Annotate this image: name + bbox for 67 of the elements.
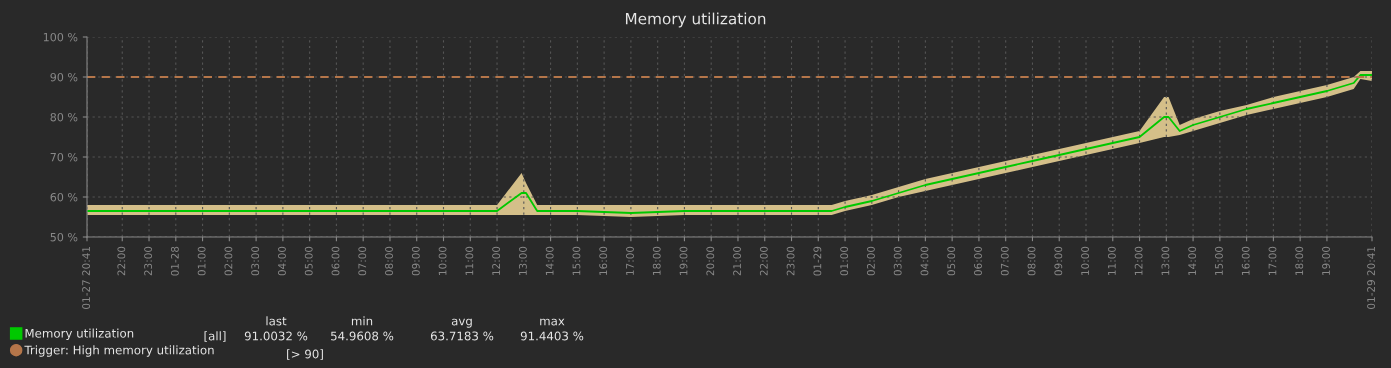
x-tick-label: 06:00 bbox=[331, 246, 340, 276]
x-tick-label: 01:00 bbox=[840, 246, 849, 276]
x-tick-label: 02:00 bbox=[224, 246, 233, 276]
x-tick-label: 13:00 bbox=[518, 246, 527, 275]
x-tick-label: 21:00 bbox=[733, 246, 741, 276]
text: avg bbox=[451, 318, 472, 328]
x-tick-label: 08:00 bbox=[1027, 246, 1036, 276]
text: 91.0032 % bbox=[244, 331, 308, 341]
x-tick-label: 01-29 20:41 bbox=[1367, 246, 1376, 309]
x-tick-label: 13:00 bbox=[1161, 246, 1170, 275]
text: min bbox=[351, 316, 373, 326]
x-tick-label: 04:00 bbox=[278, 246, 286, 276]
x-tick-label: 01:00 bbox=[197, 246, 206, 276]
text: 91.4403 % bbox=[520, 331, 584, 341]
x-tick-label: 23:00 bbox=[144, 246, 153, 276]
x-tick-label: 09:00 bbox=[1054, 246, 1063, 276]
x-tick-label: 16:00 bbox=[1241, 246, 1250, 275]
x-tick-label: 09:00 bbox=[411, 246, 420, 276]
x-tick-label: 06:00 bbox=[974, 246, 982, 276]
x-tick-label: 10:00 bbox=[1081, 246, 1090, 275]
x-tick-label: 15:00 bbox=[572, 246, 581, 275]
x-tick-label: 12:00 bbox=[1134, 246, 1143, 275]
y-tick-label: 100 % bbox=[43, 32, 78, 42]
x-tick-label: 07:00 bbox=[358, 246, 367, 276]
text: 63.7183 % bbox=[430, 331, 494, 341]
x-tick-label: 01-28 bbox=[170, 246, 179, 276]
x-tick-label: 14:00 bbox=[1188, 246, 1197, 275]
text: max bbox=[540, 318, 565, 326]
x-tick-label: 03:00 bbox=[251, 246, 260, 276]
y-tick-label: 60 % bbox=[50, 192, 78, 202]
y-tick-label: 90 % bbox=[50, 72, 78, 82]
x-tick-label: 14:00 bbox=[545, 246, 554, 275]
x-tick-label: 10:00 bbox=[438, 246, 447, 275]
x-tick-label: 19:00 bbox=[679, 246, 688, 275]
y-tick-label: 80 % bbox=[50, 112, 78, 122]
x-tick-label: 22:00 bbox=[117, 246, 126, 276]
y-tick-label: 50 % bbox=[50, 232, 78, 242]
x-tick-label: 15:00 bbox=[1215, 246, 1223, 275]
x-tick-label: 19:00 bbox=[1322, 246, 1330, 275]
x-tick-label: 05:00 bbox=[304, 246, 313, 276]
x-tick-label: 17:00 bbox=[626, 246, 634, 275]
x-tick-label: 01-27 20:41 bbox=[82, 246, 91, 309]
text: 54.9608 % bbox=[331, 331, 394, 341]
x-tick-label: 08:00 bbox=[385, 246, 393, 276]
legend-label: Trigger: High memory utilization bbox=[24, 345, 214, 357]
x-tick-label: 04:00 bbox=[920, 246, 929, 276]
legend-label: Memory utilization bbox=[25, 328, 134, 340]
x-tick-label: 18:00 bbox=[652, 246, 661, 275]
x-tick-label: 16:00 bbox=[599, 246, 608, 275]
text: [all] bbox=[204, 331, 226, 342]
x-tick-label: 01-29 bbox=[813, 246, 822, 276]
x-tick-label: 22:00 bbox=[759, 246, 768, 276]
x-tick-label: 03:00 bbox=[893, 246, 902, 276]
x-tick-label: 12:00 bbox=[492, 246, 501, 275]
text: last bbox=[266, 316, 287, 326]
x-tick-label: 17:00 bbox=[1268, 246, 1277, 275]
chart-title: Memory utilization bbox=[625, 12, 766, 28]
x-tick-label: 18:00 bbox=[1295, 246, 1304, 275]
text: [> 90] bbox=[287, 349, 323, 360]
y-tick-label: 70 % bbox=[50, 152, 78, 162]
x-tick-label: 20:00 bbox=[706, 246, 715, 276]
x-tick-label: 07:00 bbox=[1000, 246, 1009, 276]
x-tick-label: 11:00 bbox=[1107, 246, 1116, 275]
x-tick-label: 02:00 bbox=[866, 246, 875, 276]
x-tick-label: 11:00 bbox=[465, 246, 474, 275]
x-tick-label: 23:00 bbox=[786, 246, 795, 276]
x-tick-label: 05:00 bbox=[947, 246, 956, 276]
